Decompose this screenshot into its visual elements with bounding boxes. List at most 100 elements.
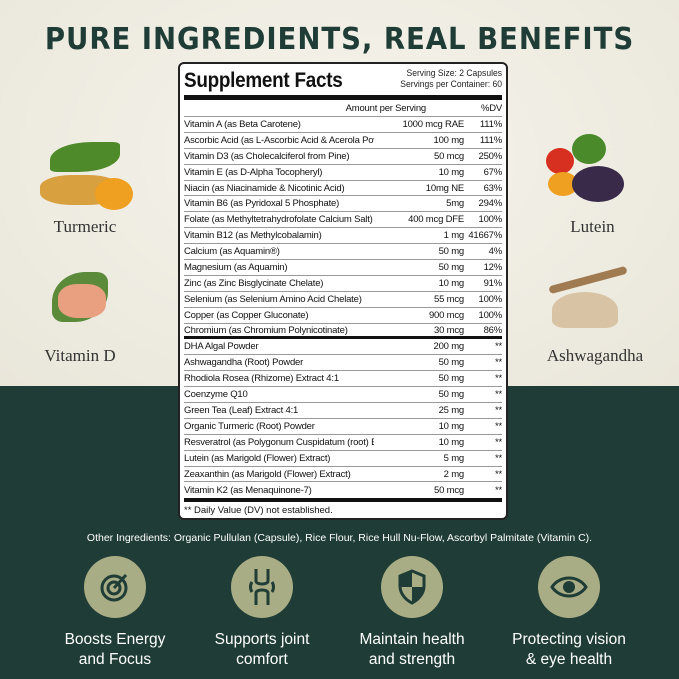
nutrient-name: Vitamin B12 (as Methylcobalamin): [184, 230, 322, 242]
table-header: Amount per Serving %DV: [184, 100, 502, 117]
nutrient-amount: 5mg: [446, 198, 464, 210]
benefit-joint: Supports joint comfort: [187, 556, 337, 670]
other-ingredients: Other Ingredients: Organic Pullulan (Cap…: [86, 532, 593, 544]
nutrient-amount: 2 mg: [443, 468, 465, 480]
nutrient-dv: 12%: [483, 261, 503, 273]
nutrient-name: Copper (as Copper Gluconate): [184, 309, 309, 321]
nutrient-dv: 111%: [479, 118, 502, 130]
serving-size: Serving Size: 2 Capsules: [406, 68, 502, 79]
nutrient-dv: **: [495, 341, 502, 353]
amount-header: Amount per Serving: [345, 102, 427, 114]
nutrient-dv: **: [495, 357, 502, 369]
table-row: Vitamin B12 (as Methylcobalamin) 1 mg 4166…: [184, 228, 502, 245]
table-row: Vitamin E (as D-Alpha Tocopheryl) 10 mg 67…: [184, 165, 502, 181]
nutrient-dv: **: [495, 468, 502, 480]
table-row: Green Tea (Leaf) Extract 4:1 25 mg **: [184, 403, 502, 419]
nutrient-name: Chromium (as Chromium Polynicotinate): [184, 324, 348, 336]
nutrient-amount: 10mg NE: [425, 182, 464, 194]
page-title: PURE INGREDIENTS, REAL BENEFITS: [44, 22, 635, 57]
nutrient-amount: 100 mg: [433, 134, 465, 146]
table-row: Magnesium (as Aquamin) 50 mg 12%: [184, 260, 502, 276]
benefit-label: and Focus: [78, 651, 152, 668]
nutrient-amount: 10 mg: [438, 436, 465, 448]
shield-icon: [398, 569, 426, 605]
benefit-health: Maintain health and strength: [337, 556, 487, 670]
table-row: Zeaxanthin (as Marigold (Flower) Extract…: [184, 467, 502, 483]
nutrient-name: Green Tea (Leaf) Extract 4:1: [184, 404, 299, 416]
nutrient-amount: 50 mcg: [434, 484, 464, 496]
nutrient-dv: **: [495, 373, 502, 385]
nutrient-amount: 50 mg: [438, 246, 465, 258]
nutrient-dv: 86%: [483, 324, 503, 336]
nutrient-dv: 67%: [483, 166, 503, 178]
nutrient-dv: 250%: [478, 150, 503, 162]
nutrient-name: Organic Turmeric (Root) Powder: [184, 420, 315, 432]
nutrient-amount: 5 mg: [443, 452, 465, 464]
nutrient-name: Zinc (as Zinc Bisglycinate Chelate): [184, 277, 324, 289]
nutrient-name: DHA Algal Powder: [184, 341, 259, 353]
nutrient-dv: 91%: [483, 277, 503, 289]
nutrient-amount: 10 mg: [438, 166, 465, 178]
ingredient-label-ashwagandha: Ashwagandha: [546, 346, 644, 365]
table-row: Lutein (as Marigold (Flower) Extract) 5 m…: [184, 451, 502, 467]
nutrient-dv: 100%: [478, 293, 503, 305]
nutrient-dv: **: [495, 404, 502, 416]
nutrient-amount: 200 mg: [433, 341, 465, 353]
nutrient-name: Calcium (as Aquamin®): [184, 246, 280, 258]
table-row: Vitamin K2 (as Menaquinone-7) 50 mcg **: [184, 482, 502, 498]
benefit-vision: Protecting vision & eye health: [494, 556, 644, 670]
nutrient-amount: 50 mg: [438, 373, 465, 385]
table-row: Copper (as Copper Gluconate) 900 mcg 100%: [184, 308, 502, 324]
nutrient-dv: 100%: [478, 214, 503, 226]
nutrient-dv: 41667%: [468, 230, 502, 242]
nutrient-name: Resveratrol (as Polygonum Cuspidatum (ro…: [184, 436, 374, 448]
nutrient-amount: 25 mg: [438, 404, 465, 416]
supplement-facts-panel: Supplement Facts Serving Size: 2 Capsule…: [178, 62, 508, 520]
table-row: Niacin (as Niacinamide & Nicotinic Acid)…: [184, 181, 502, 197]
table-row: Vitamin D3 (as Cholecalciferol from Pine…: [184, 149, 502, 165]
servings-per-container: Servings per Container: 60: [400, 79, 502, 90]
nutrient-amount: 1000 mcg RAE: [402, 118, 465, 130]
nutrient-name: Lutein (as Marigold (Flower) Extract): [184, 452, 331, 464]
table-row: Zinc (as Zinc Bisglycinate Chelate) 10 mg…: [184, 276, 502, 292]
nutrient-dv: 4%: [488, 246, 503, 258]
dv-header: %DV: [480, 102, 502, 114]
joint-icon: [249, 569, 275, 605]
table-row: Chromium (as Chromium Polynicotinate) 30 …: [184, 324, 502, 340]
benefit-label: Boosts Energy: [64, 631, 166, 648]
nutrient-name: Niacin (as Niacinamide & Nicotinic Acid): [184, 182, 345, 194]
ingredient-label-lutein: Lutein: [570, 217, 615, 236]
nutrient-amount: 50 mcg: [434, 150, 464, 162]
nutrient-name: Selenium (as Selenium Amino Acid Chelate…: [184, 293, 362, 305]
nutrient-name: Vitamin B6 (as Pyridoxal 5 Phosphate): [184, 198, 340, 210]
nutrient-dv: 294%: [478, 198, 503, 210]
nutrient-name: Vitamin E (as D-Alpha Tocopheryl): [184, 166, 323, 178]
nutrient-amount: 55 mcg: [434, 293, 464, 305]
benefit-label: comfort: [236, 651, 288, 668]
table-row: Organic Turmeric (Root) Powder 10 mg **: [184, 419, 502, 435]
table-row: Ascorbic Acid (as L-Ascorbic Acid & Acer…: [184, 133, 502, 149]
supplement-facts-title: Supplement Facts: [184, 69, 343, 92]
table-row: Rhodiola Rosea (Rhizome) Extract 4:1 50 m…: [184, 371, 502, 388]
nutrient-amount: 400 mcg DFE: [408, 214, 464, 226]
eye-icon: [550, 576, 588, 598]
nutrient-name: Zeaxanthin (as Marigold (Flower) Extract…: [184, 468, 351, 480]
benefit-label: and strength: [368, 651, 456, 668]
nutrient-dv: **: [495, 484, 502, 496]
nutrient-dv: 63%: [483, 182, 503, 194]
nutrient-name: Rhodiola Rosea (Rhizome) Extract 4:1: [184, 373, 339, 385]
nutrient-amount: 1 mg: [443, 230, 465, 242]
benefit-label: Supports joint: [214, 631, 310, 648]
table-row: Selenium (as Selenium Amino Acid Chelate…: [184, 292, 502, 308]
nutrient-name: Vitamin A (as Beta Carotene): [184, 118, 301, 130]
benefit-label: Maintain health: [359, 631, 465, 648]
nutrient-amount: 50 mg: [438, 389, 465, 401]
nutrient-amount: 50 mg: [438, 357, 465, 369]
footnote: ** Daily Value (DV) not established.: [184, 498, 502, 516]
benefit-label: Protecting vision: [512, 631, 626, 648]
ingredient-label-vitamin-d: Vitamin D: [44, 346, 116, 365]
nutrient-dv: 111%: [479, 134, 502, 146]
table-row: Vitamin B6 (as Pyridoxal 5 Phosphate) 5mg…: [184, 196, 503, 213]
nutrient-amount: 30 mcg: [434, 324, 464, 336]
nutrient-dv: 100%: [478, 309, 503, 321]
